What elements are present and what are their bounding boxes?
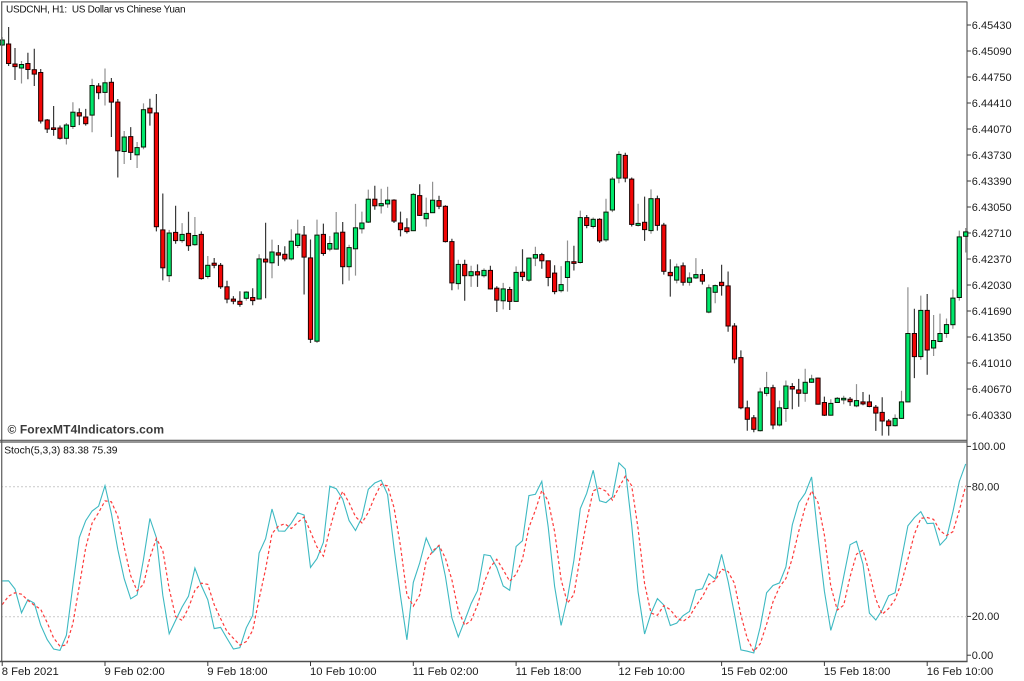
svg-text:6.41690: 6.41690 (972, 306, 1012, 318)
svg-text:11 Feb 02:00: 11 Feb 02:00 (413, 666, 479, 678)
svg-text:6.41350: 6.41350 (972, 332, 1012, 344)
svg-text:11 Feb 18:00: 11 Feb 18:00 (516, 666, 582, 678)
svg-text:6.43050: 6.43050 (972, 202, 1012, 214)
svg-text:6.43390: 6.43390 (972, 176, 1012, 188)
svg-text:6.44070: 6.44070 (972, 124, 1012, 136)
svg-text:6.45090: 6.45090 (972, 46, 1012, 58)
svg-text:6.40330: 6.40330 (972, 410, 1012, 422)
svg-text:USDCNH, H1: US Dollar vs Chin: USDCNH, H1: US Dollar vs Chinese Yuan (6, 4, 185, 15)
svg-text:15 Feb 18:00: 15 Feb 18:00 (824, 666, 891, 678)
svg-text:20.00: 20.00 (972, 611, 1000, 623)
svg-text:0.00: 0.00 (972, 650, 993, 662)
svg-text:16 Feb 10:00: 16 Feb 10:00 (927, 666, 994, 678)
svg-text:© ForexMT4Indicators.com: © ForexMT4Indicators.com (8, 423, 165, 437)
svg-text:6.45430: 6.45430 (972, 20, 1012, 32)
svg-text:9 Feb 18:00: 9 Feb 18:00 (207, 666, 267, 678)
svg-text:6.42710: 6.42710 (972, 228, 1012, 240)
svg-text:10 Feb 10:00: 10 Feb 10:00 (310, 666, 377, 678)
svg-text:6.41010: 6.41010 (972, 358, 1012, 370)
svg-text:6.40670: 6.40670 (972, 384, 1012, 396)
svg-text:100.00: 100.00 (972, 441, 1006, 453)
svg-text:6.42030: 6.42030 (972, 280, 1012, 292)
svg-text:Stoch(5,3,3) 83.38 75.39: Stoch(5,3,3) 83.38 75.39 (4, 445, 118, 456)
svg-text:6.44750: 6.44750 (972, 72, 1012, 84)
svg-text:8 Feb 2021: 8 Feb 2021 (2, 666, 59, 678)
svg-text:6.43730: 6.43730 (972, 150, 1012, 162)
svg-text:12 Feb 10:00: 12 Feb 10:00 (618, 666, 685, 678)
svg-text:6.44410: 6.44410 (972, 98, 1012, 110)
svg-text:9 Feb 02:00: 9 Feb 02:00 (105, 666, 165, 678)
svg-text:6.42370: 6.42370 (972, 254, 1012, 266)
svg-text:15 Feb 02:00: 15 Feb 02:00 (721, 666, 788, 678)
svg-text:80.00: 80.00 (972, 481, 1000, 493)
